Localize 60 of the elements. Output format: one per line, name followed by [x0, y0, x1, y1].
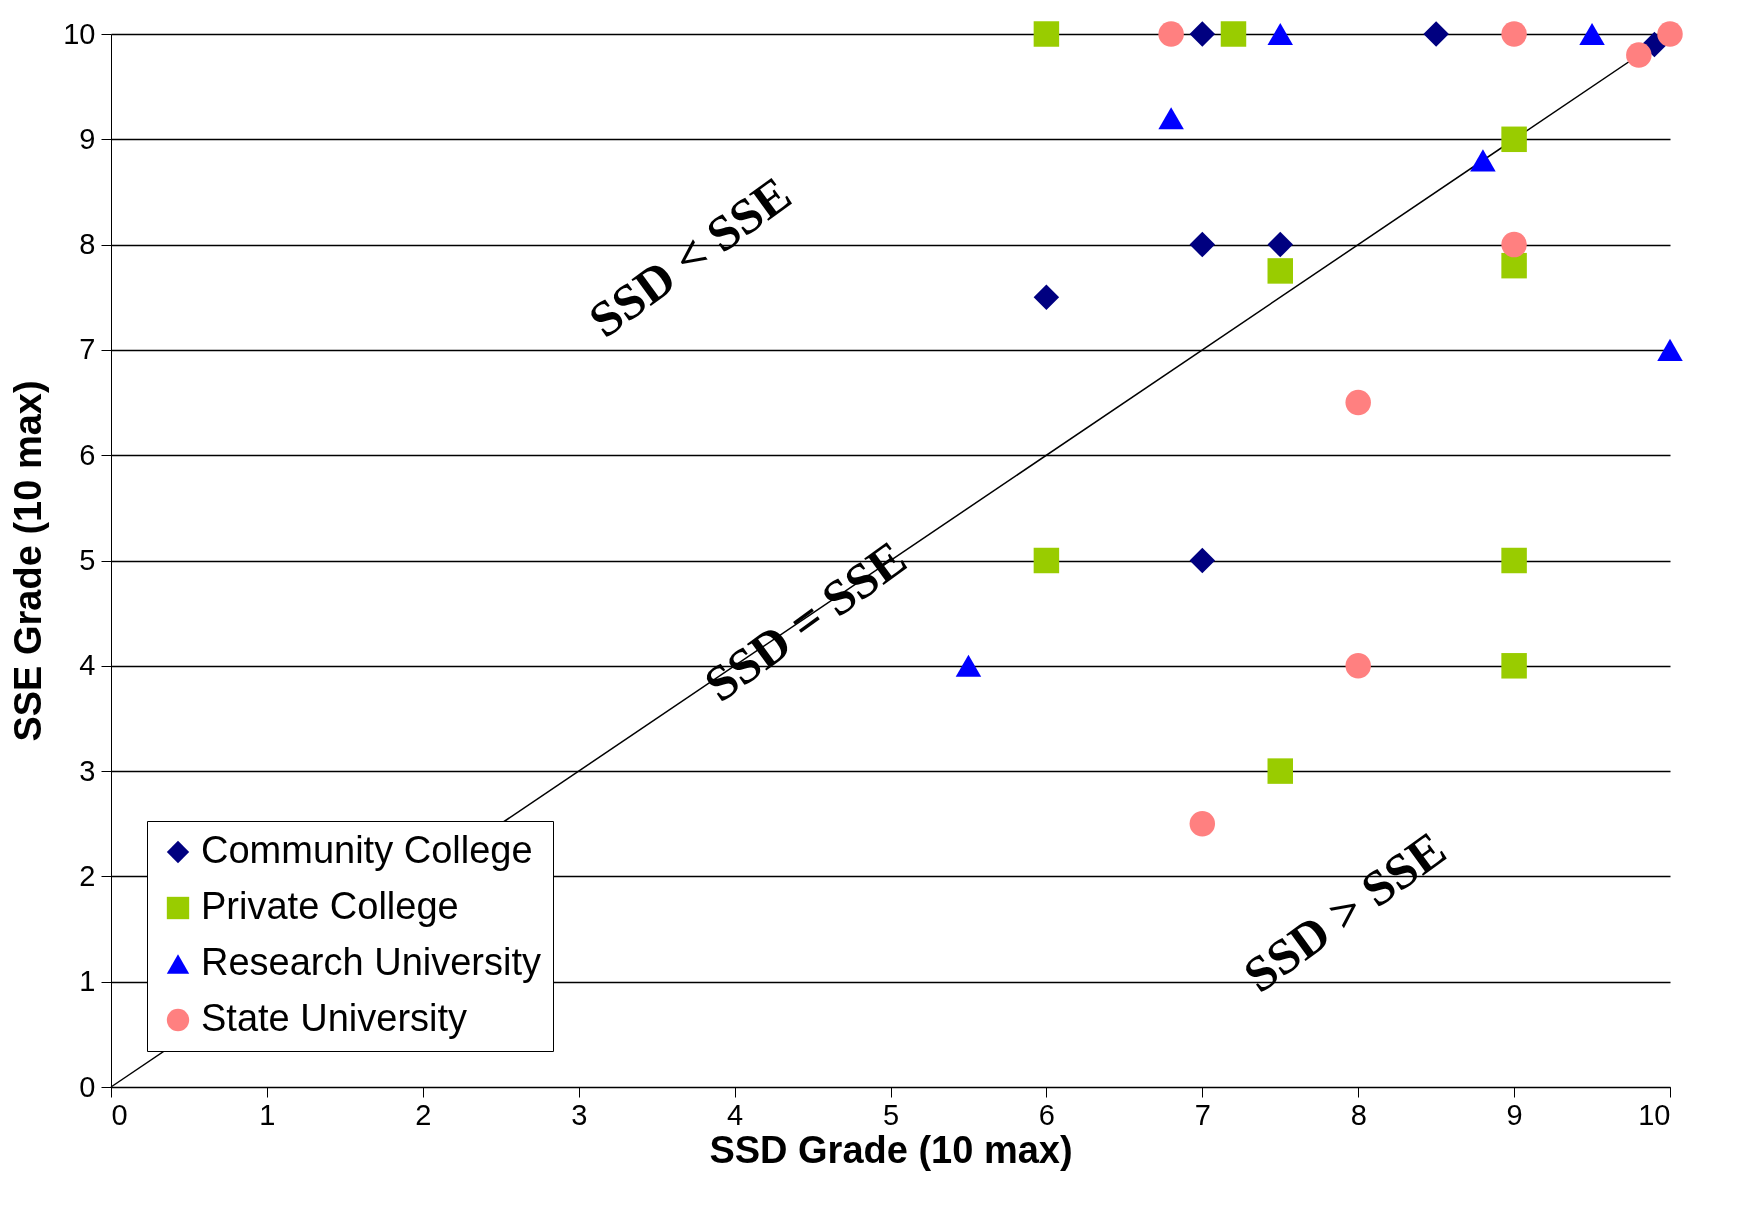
x-tick-label: 1	[259, 1098, 276, 1131]
x-tick-label: 4	[727, 1098, 744, 1131]
x-tick-label: 2	[415, 1098, 432, 1131]
point	[1189, 231, 1216, 258]
x-tick-label: 7	[1194, 1098, 1211, 1131]
annotation: SSD < SSE	[578, 165, 801, 349]
point	[1345, 653, 1371, 679]
point	[1626, 42, 1652, 68]
y-tick-label: 8	[79, 228, 96, 261]
y-tick-label: 6	[79, 438, 96, 471]
point	[1423, 21, 1449, 47]
legend-label: State University	[201, 997, 468, 1039]
point	[1189, 547, 1216, 574]
point	[1267, 22, 1293, 46]
point	[1033, 21, 1060, 47]
point	[1267, 258, 1293, 284]
x-tick-label: 0	[111, 1098, 128, 1131]
point	[1501, 252, 1527, 279]
point	[1220, 21, 1247, 47]
point	[1189, 811, 1216, 837]
y-tick-label: 1	[79, 965, 96, 998]
legend-label: Private College	[201, 885, 459, 927]
point	[1158, 21, 1184, 47]
x-tick-label: 8	[1350, 1098, 1367, 1131]
x-tick-label: 10	[1638, 1098, 1671, 1131]
point	[1657, 338, 1683, 361]
point	[1189, 21, 1216, 47]
point	[1501, 653, 1527, 679]
point	[1267, 758, 1293, 784]
point	[1033, 284, 1060, 310]
point	[1657, 21, 1683, 47]
y-tick-label: 7	[79, 333, 96, 366]
point	[1158, 107, 1184, 130]
x-tick-label: 5	[882, 1098, 900, 1131]
y-axis-title: SSE Grade (10 max)	[7, 380, 50, 742]
y-tick-label: 0	[79, 1070, 96, 1103]
point	[1267, 231, 1293, 258]
y-tick-label: 5	[79, 544, 96, 576]
y-tick-label: 2	[79, 859, 96, 892]
point	[1501, 126, 1527, 153]
y-tick-label: 9	[79, 122, 96, 155]
point	[955, 654, 982, 677]
point	[1501, 231, 1527, 258]
annotation: SSD = SSE	[693, 529, 917, 713]
point	[1345, 389, 1371, 416]
y-tick-label: 4	[79, 649, 96, 682]
x-tick-label: 3	[571, 1098, 588, 1131]
y-tick-label: 10	[63, 17, 96, 50]
point	[1501, 21, 1527, 47]
x-tick-label: 6	[1038, 1098, 1055, 1131]
x-axis-title: SSD Grade (10 max)	[709, 1128, 1073, 1171]
point	[1033, 547, 1060, 574]
point	[1501, 547, 1527, 574]
point	[1470, 149, 1496, 172]
legend-label: Research University	[201, 941, 541, 983]
y-tick-label: 3	[79, 754, 96, 787]
point	[1579, 22, 1605, 46]
x-tick-label: 9	[1506, 1098, 1523, 1131]
annotation: SSD > SSE	[1233, 820, 1456, 1004]
legend-label: Community College	[201, 829, 533, 871]
